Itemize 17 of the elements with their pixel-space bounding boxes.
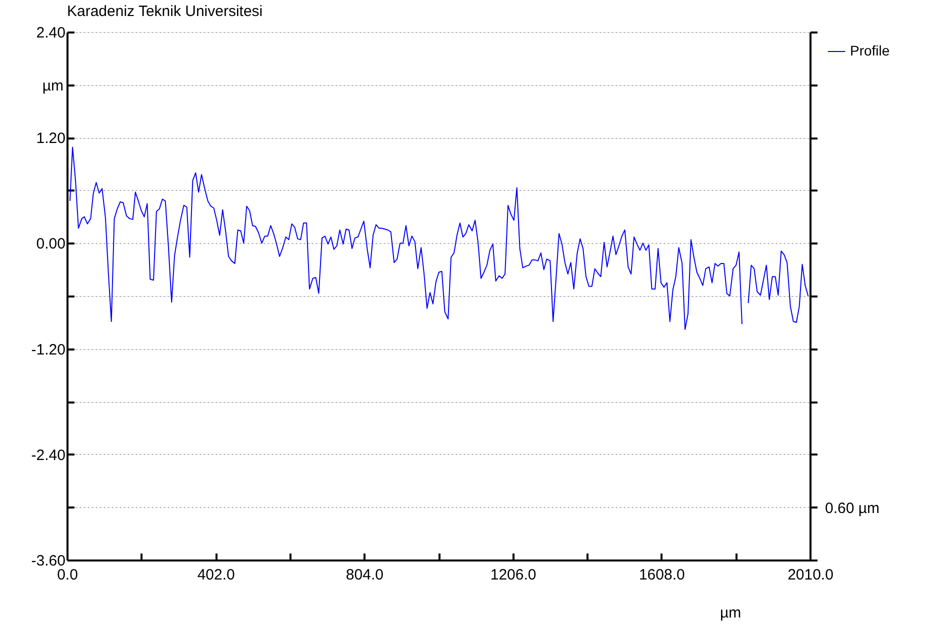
y-tick-label: 2.40 — [36, 24, 66, 42]
legend-label: Profile — [850, 42, 890, 58]
chart-title: Karadeniz Teknik Universitesi — [67, 3, 263, 20]
x-tick-label: 0.0 — [57, 566, 78, 584]
x-tick-label: 2010.0 — [788, 566, 834, 584]
y-tick-label: -1.20 — [31, 341, 66, 358]
x-tick-label: 1608.0 — [638, 566, 685, 584]
y-tick-label: 0.00 — [36, 236, 66, 253]
x-axis-title: µm — [720, 604, 742, 622]
text: 0.60 µm — [825, 500, 880, 517]
x-tick-label: 804.0 — [346, 566, 384, 584]
y-tick-label: -3.60 — [31, 552, 66, 570]
y-tick-label: -2.40 — [31, 446, 66, 464]
x-tick-label: 402.0 — [197, 566, 235, 584]
x-tick-label: 1206.0 — [490, 566, 536, 584]
y-tick-label: 1.20 — [36, 130, 66, 148]
y-axis-title: µm — [42, 78, 64, 94]
